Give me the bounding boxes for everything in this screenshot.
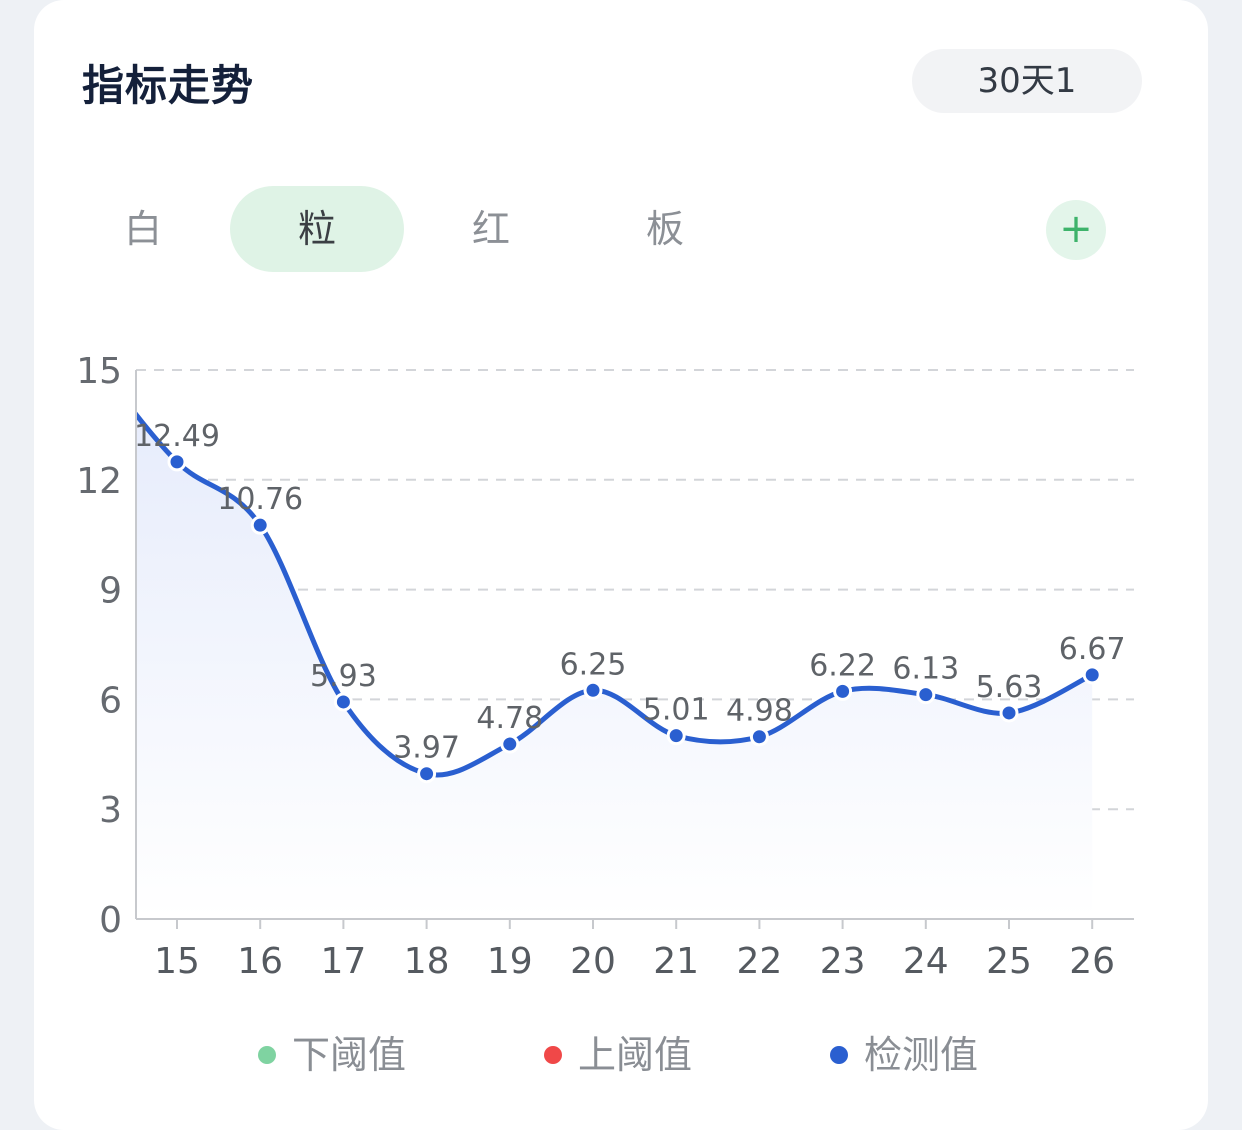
y-tick-label-3: 3	[99, 790, 122, 831]
data-point-26	[1082, 665, 1102, 685]
y-tick-label-6: 6	[99, 680, 122, 721]
data-point-21	[666, 726, 686, 746]
data-point-18	[417, 764, 437, 784]
data-label-18: 3.97	[393, 731, 460, 766]
time-range-selector[interactable]: 30天1	[912, 49, 1142, 113]
x-tick-label-21: 21	[653, 941, 699, 982]
legend-upper-threshold[interactable]: 上阈值	[544, 1030, 692, 1080]
chart-legend: 下阈值 上阈值 检测值	[0, 1030, 1242, 1080]
legend-upper-dot-icon	[544, 1045, 562, 1064]
data-point-17	[333, 692, 353, 712]
x-tick-label-26: 26	[1069, 941, 1115, 982]
tab-granule[interactable]: 粒	[230, 186, 404, 272]
x-tick-label-15: 15	[154, 941, 200, 982]
x-tick-label-18: 18	[404, 941, 450, 982]
y-tick-label-12: 12	[76, 461, 122, 502]
data-label-20: 6.25	[560, 647, 627, 682]
trend-line-chart: 0 3 6 9 12 15 15 16 17 18 19 20 21 22 23 24 25 26 12.49 10…	[76, 351, 1134, 982]
data-point-16	[250, 515, 270, 535]
legend-measured-label: 检测值	[864, 1033, 979, 1077]
data-label-19: 4.78	[476, 701, 543, 736]
data-label-15: 12.49	[134, 419, 220, 454]
x-tick-label-22: 22	[736, 941, 782, 982]
data-point-15	[167, 452, 187, 472]
x-tick-label-23: 23	[820, 941, 866, 982]
legend-lower-dot-icon	[258, 1045, 276, 1064]
x-tick-label-19: 19	[487, 941, 533, 982]
x-tick-label-17: 17	[320, 941, 366, 982]
data-point-24	[916, 685, 936, 705]
legend-lower-label: 下阈值	[292, 1033, 407, 1077]
data-point-20	[583, 680, 603, 700]
card-title: 指标走势	[82, 61, 255, 110]
legend-lower-threshold[interactable]: 下阈值	[258, 1030, 406, 1080]
data-label-16: 10.76	[217, 482, 303, 517]
data-point-23	[833, 681, 853, 701]
data-label-22: 4.98	[726, 694, 793, 729]
x-tick-label-20: 20	[570, 941, 616, 982]
x-tick-label-25: 25	[986, 941, 1032, 982]
data-point-22	[749, 727, 769, 747]
tab-red[interactable]: 红	[471, 207, 510, 251]
x-tick-label-16: 16	[237, 941, 283, 982]
data-point-19	[500, 734, 520, 754]
add-indicator-button[interactable]: +	[1046, 200, 1106, 260]
y-tick-label-0: 0	[99, 900, 122, 941]
data-point-25	[999, 703, 1019, 723]
tab-plate[interactable]: 板	[645, 207, 684, 251]
x-tick-label-24: 24	[903, 941, 949, 982]
legend-measured-value[interactable]: 检测值	[830, 1030, 978, 1080]
data-label-23: 6.22	[809, 648, 876, 683]
data-label-17: 5.93	[310, 659, 377, 694]
data-label-25: 5.63	[976, 670, 1043, 705]
data-label-24: 6.13	[892, 652, 959, 687]
legend-upper-label: 上阈值	[578, 1033, 693, 1077]
legend-measured-dot-icon	[830, 1045, 848, 1064]
y-tick-label-15: 15	[76, 351, 122, 392]
data-label-21: 5.01	[643, 693, 710, 728]
tab-white[interactable]: 白	[123, 207, 162, 251]
y-tick-label-9: 9	[99, 571, 122, 612]
series-area	[136, 414, 1093, 919]
data-label-26: 6.67	[1059, 632, 1126, 667]
